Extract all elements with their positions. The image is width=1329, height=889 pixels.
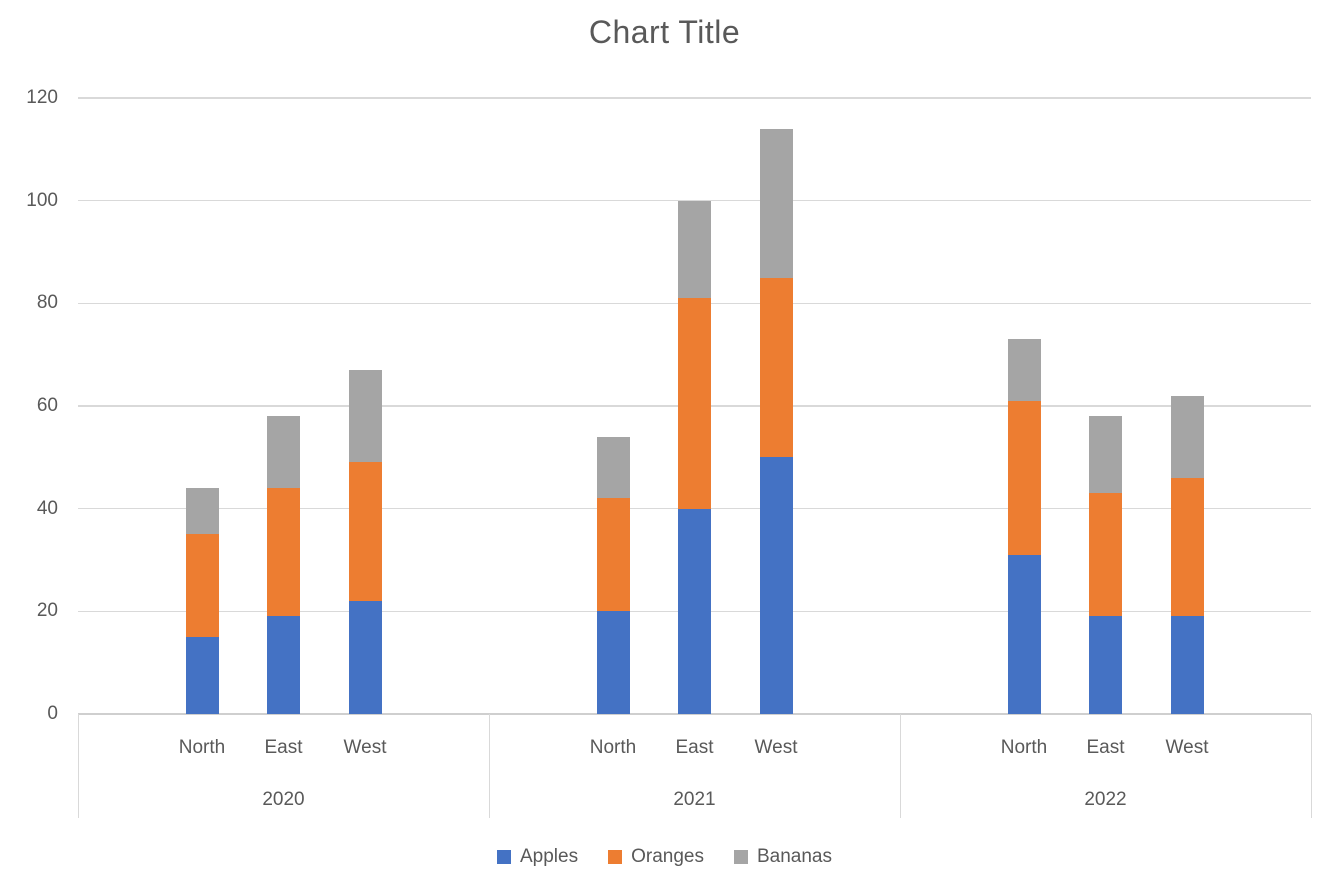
category-label: North — [589, 737, 637, 758]
category-label: West — [1165, 737, 1209, 758]
y-axis-tick-label: 40 — [36, 497, 58, 519]
y-axis-tick-label: 80 — [36, 292, 58, 314]
y-axis-tick-label: 0 — [47, 703, 58, 724]
bar-segment-bananas-2021-east — [678, 200, 711, 299]
bar-segment-bananas-2022-north — [1007, 339, 1041, 401]
group-label: 2022 — [1084, 789, 1127, 810]
bar-segment-bananas-2021-north — [596, 436, 630, 499]
legend-label: Bananas — [756, 846, 832, 867]
legend: Apples Oranges Bananas — [0, 846, 1329, 868]
category-label: East — [1086, 737, 1125, 758]
group-separator — [488, 714, 490, 818]
group-separator — [77, 714, 79, 818]
y-axis-tick-label: 100 — [26, 189, 58, 211]
bar-segment-bananas-2022-east — [1089, 416, 1122, 494]
group-separator — [899, 714, 901, 818]
bar-segment-apples-2021-north — [596, 611, 630, 714]
bar-segment-bananas-2021-west — [759, 128, 793, 278]
legend-swatch-icon — [608, 850, 623, 864]
bar-segment-oranges-2020-east — [267, 488, 300, 617]
bar-segment-bananas-2020-east — [267, 416, 300, 489]
bar-segment-oranges-2020-west — [348, 462, 382, 602]
legend-label: Oranges — [631, 846, 704, 867]
legend-item-apples: Apples — [497, 846, 578, 868]
bar-segment-apples-2020-north — [185, 637, 219, 714]
category-label: North — [178, 737, 226, 758]
bar-segment-apples-2020-west — [348, 601, 382, 714]
category-label: West — [754, 737, 798, 758]
legend-item-bananas: Bananas — [733, 846, 832, 868]
bar-segment-apples-2022-west — [1170, 616, 1204, 714]
bar-segment-oranges-2022-west — [1170, 477, 1204, 617]
bar-segment-apples-2020-east — [267, 616, 300, 714]
legend-swatch-icon — [733, 850, 748, 864]
y-axis-tick-label: 60 — [36, 395, 58, 416]
bar-segment-oranges-2021-east — [678, 298, 711, 509]
group-label: 2021 — [673, 789, 716, 810]
bar-segment-oranges-2022-east — [1089, 493, 1122, 617]
bar-segment-oranges-2021-north — [596, 498, 630, 612]
y-axis-tick-label: 120 — [26, 87, 58, 108]
legend-label: Apples — [520, 846, 579, 867]
legend-item-oranges: Oranges — [608, 846, 704, 868]
bar-segment-apples-2022-east — [1089, 616, 1122, 714]
category-label: North — [1000, 737, 1048, 758]
category-label: West — [343, 737, 387, 758]
legend-swatch-icon — [497, 850, 511, 864]
bar-segment-bananas-2020-west — [348, 370, 382, 463]
bar-segment-oranges-2022-north — [1007, 400, 1041, 555]
category-label: East — [264, 737, 303, 758]
category-label: East — [675, 737, 714, 758]
x-axis-line — [78, 713, 1311, 715]
group-separator — [1310, 714, 1312, 818]
bar-segment-apples-2022-north — [1007, 554, 1041, 714]
gridline — [78, 97, 1311, 99]
bar-segment-apples-2021-east — [678, 508, 711, 714]
y-axis-tick-label: 20 — [36, 600, 58, 622]
bar-segment-bananas-2022-west — [1170, 395, 1204, 478]
bar-segment-bananas-2020-north — [185, 488, 219, 535]
bar-segment-apples-2021-west — [759, 457, 793, 714]
group-label: 2020 — [262, 789, 305, 810]
bar-segment-oranges-2021-west — [759, 277, 793, 458]
bar-segment-oranges-2020-north — [185, 534, 219, 637]
chart-title: Chart Title — [588, 14, 741, 50]
